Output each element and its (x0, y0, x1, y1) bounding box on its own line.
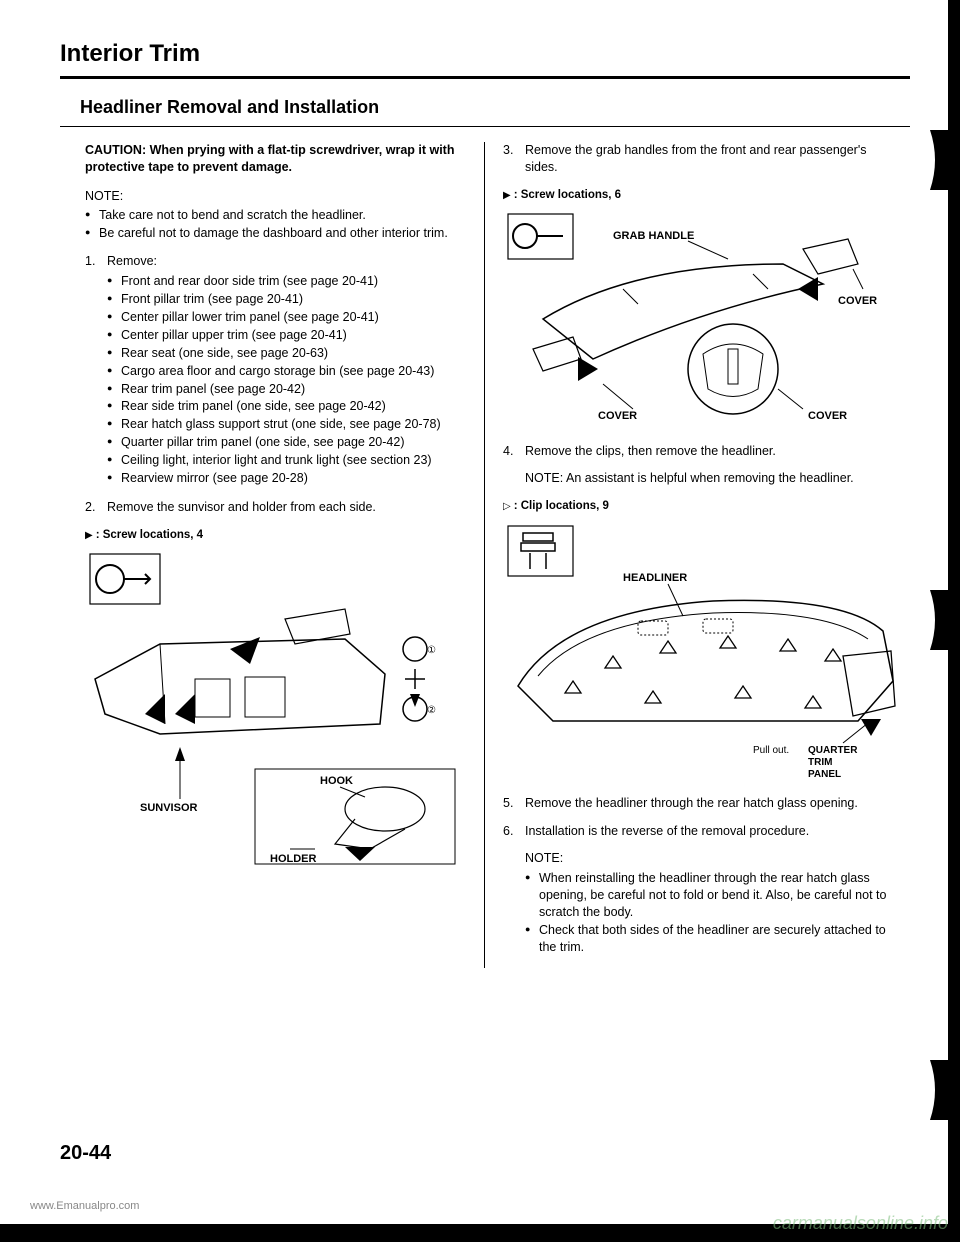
step-text: Remove the grab handles from the front a… (525, 143, 866, 174)
figure-headliner: HEADLINER (503, 521, 900, 781)
binder-edge (930, 0, 960, 1242)
label-grab-handle: GRAB HANDLE (613, 230, 694, 242)
svg-text:①: ① (427, 645, 436, 656)
step-3: 3. Remove the grab handles from the fron… (503, 142, 900, 176)
caution-lead: CAUTION: (85, 143, 146, 157)
note-label: NOTE: (85, 188, 466, 205)
fig1-caption: ▶: Screw locations, 4 (85, 528, 466, 544)
step-number: 1. (85, 253, 95, 270)
step-1: 1. Remove: Front and rear door side trim… (85, 253, 466, 486)
step-number: 5. (503, 795, 513, 812)
left-column: CAUTION: When prying with a flat-tip scr… (60, 142, 485, 968)
list-item: Rear seat (one side, see page 20-63) (107, 345, 466, 362)
triangle-icon: ▶ (85, 530, 93, 541)
list-item: Rear trim panel (see page 20-42) (107, 381, 466, 398)
list-item: Rearview mirror (see page 20-28) (107, 470, 466, 487)
svg-text:QUARTER: QUARTER (808, 745, 858, 756)
step-text: Remove the headliner through the rear ha… (525, 796, 858, 810)
label-pullout: Pull out. (753, 745, 789, 756)
list-item: Front pillar trim (see page 20-41) (107, 291, 466, 308)
watermark-source: www.Emanualpro.com (30, 1200, 139, 1212)
label-headliner: HEADLINER (623, 572, 687, 584)
page-number: 20-44 (60, 1142, 111, 1165)
triangle-icon: ▶ (503, 190, 511, 201)
step-text: Installation is the reverse of the remov… (525, 824, 809, 838)
note-item: Check that both sides of the headliner a… (525, 922, 900, 956)
caption-text: : Clip locations, 9 (514, 500, 609, 512)
list-item: Ceiling light, interior light and trunk … (107, 452, 466, 469)
fig3-caption: ▷: Clip locations, 9 (503, 499, 900, 515)
svg-text:PANEL: PANEL (808, 769, 841, 780)
label-cover: COVER (598, 410, 637, 422)
label-cover: COVER (808, 410, 847, 422)
caption-text: : Screw locations, 4 (96, 529, 203, 541)
figure-sunvisor: ① ② SUNVISOR HOOK (85, 549, 466, 869)
svg-text:②: ② (427, 705, 436, 716)
figure-grab-handle: GRAB HANDLE COVER COVER (503, 209, 900, 429)
note-item: Take care not to bend and scratch the he… (85, 207, 466, 224)
step-number: 4. (503, 443, 513, 460)
list-item: Center pillar upper trim (see page 20-41… (107, 327, 466, 344)
step4-note: NOTE: An assistant is helpful when remov… (525, 470, 900, 487)
note-item: Be careful not to damage the dashboard a… (85, 225, 466, 242)
step-number: 3. (503, 142, 513, 159)
section-rule (60, 126, 910, 127)
step-2: 2. Remove the sunvisor and holder from e… (85, 499, 466, 516)
step1-list: Front and rear door side trim (see page … (107, 273, 466, 487)
note-list: Take care not to bend and scratch the he… (85, 207, 466, 242)
step-number: 2. (85, 499, 95, 516)
list-item: Rear side trim panel (one side, see page… (107, 398, 466, 415)
section-title: Headliner Removal and Installation (80, 97, 910, 118)
triangle-icon: ▷ (503, 501, 511, 512)
label-hook: HOOK (320, 775, 353, 787)
step-number: 6. (503, 823, 513, 840)
list-item: Front and rear door side trim (see page … (107, 273, 466, 290)
list-item: Center pillar lower trim panel (see page… (107, 309, 466, 326)
label-holder: HOLDER (270, 853, 317, 865)
caution-text: CAUTION: When prying with a flat-tip scr… (85, 142, 466, 176)
svg-text:TRIM: TRIM (808, 757, 832, 768)
list-item: Quarter pillar trim panel (one side, see… (107, 434, 466, 451)
title-rule (60, 76, 910, 79)
step-lead: Remove: (107, 254, 157, 268)
step-text: Remove the clips, then remove the headli… (525, 444, 776, 458)
step-text: Remove the sunvisor and holder from each… (107, 500, 376, 514)
step-4: 4. Remove the clips, then remove the hea… (503, 443, 900, 487)
watermark-site: carmanualsonline.info (773, 1213, 948, 1234)
step-6: 6. Installation is the reverse of the re… (503, 823, 900, 955)
label-sunvisor: SUNVISOR (140, 802, 198, 814)
list-item: Cargo area floor and cargo storage bin (… (107, 363, 466, 380)
note-item: When reinstalling the headliner through … (525, 870, 900, 921)
page-title: Interior Trim (60, 40, 910, 68)
step6-notes: When reinstalling the headliner through … (525, 870, 900, 955)
step6-note-label: NOTE: (525, 850, 900, 867)
right-column: 3. Remove the grab handles from the fron… (485, 142, 910, 968)
fig2-caption: ▶: Screw locations, 6 (503, 188, 900, 204)
label-cover: COVER (838, 295, 877, 307)
step-5: 5. Remove the headliner through the rear… (503, 795, 900, 812)
caption-text: : Screw locations, 6 (514, 189, 621, 201)
list-item: Rear hatch glass support strut (one side… (107, 416, 466, 433)
